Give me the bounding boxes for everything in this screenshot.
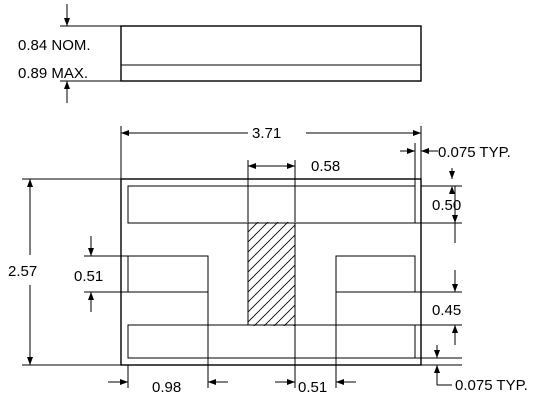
arrow-down <box>434 350 440 358</box>
overall-width-label: 3.71 <box>252 125 281 142</box>
side-view: 0.84 NOM. 0.89 MAX. <box>18 4 422 103</box>
center-bar-width-label: 0.58 <box>311 158 340 175</box>
side-view-body <box>120 25 422 82</box>
edge-gap-bottom-label: 0.075 TYP. <box>455 377 528 394</box>
top-pad-height-label: 0.50 <box>432 197 461 214</box>
arrow-down <box>452 215 458 223</box>
arrow-right <box>413 130 421 136</box>
arrow-right <box>407 148 415 154</box>
arrow-down <box>88 248 94 256</box>
arrow-right <box>287 163 295 169</box>
arrow-up <box>88 292 94 300</box>
arrow-down <box>27 357 33 365</box>
arrow-left <box>421 148 429 154</box>
side-pad-width-label: 0.98 <box>152 379 181 396</box>
arrow-left <box>248 163 256 169</box>
arrow-left <box>121 130 129 136</box>
arrow-down <box>449 171 455 179</box>
right-side-pad <box>335 255 416 293</box>
arrow-right <box>120 379 128 385</box>
top-view: 3.71 2.57 0.58 0.075 TYP. 0.50 <box>8 125 528 396</box>
package-outline <box>120 178 422 366</box>
bottom-gap-width-label: 0.51 <box>298 379 327 396</box>
edge-gap-top-label: 0.075 TYP. <box>438 144 511 161</box>
left-side-pad <box>127 255 209 293</box>
arrow-left <box>208 379 216 385</box>
bottom-pad <box>127 324 416 359</box>
top-pad <box>127 185 416 224</box>
arrow-down <box>452 284 458 292</box>
thickness-nom-label: 0.84 NOM. <box>18 37 91 54</box>
arrow-down <box>64 18 70 26</box>
overall-height-label: 2.57 <box>8 263 37 280</box>
arrow-left <box>336 379 344 385</box>
side-pad-height-label: 0.51 <box>74 268 103 285</box>
arrow-up <box>434 365 440 373</box>
center-bar <box>248 222 295 326</box>
arrow-up <box>27 179 33 187</box>
arrow-up <box>449 186 455 194</box>
gap-height-label: 0.45 <box>432 302 461 319</box>
arrow-up <box>64 81 70 89</box>
arrow-up <box>452 325 458 333</box>
thickness-max-label: 0.89 MAX. <box>18 65 88 82</box>
arrow-right <box>287 379 295 385</box>
